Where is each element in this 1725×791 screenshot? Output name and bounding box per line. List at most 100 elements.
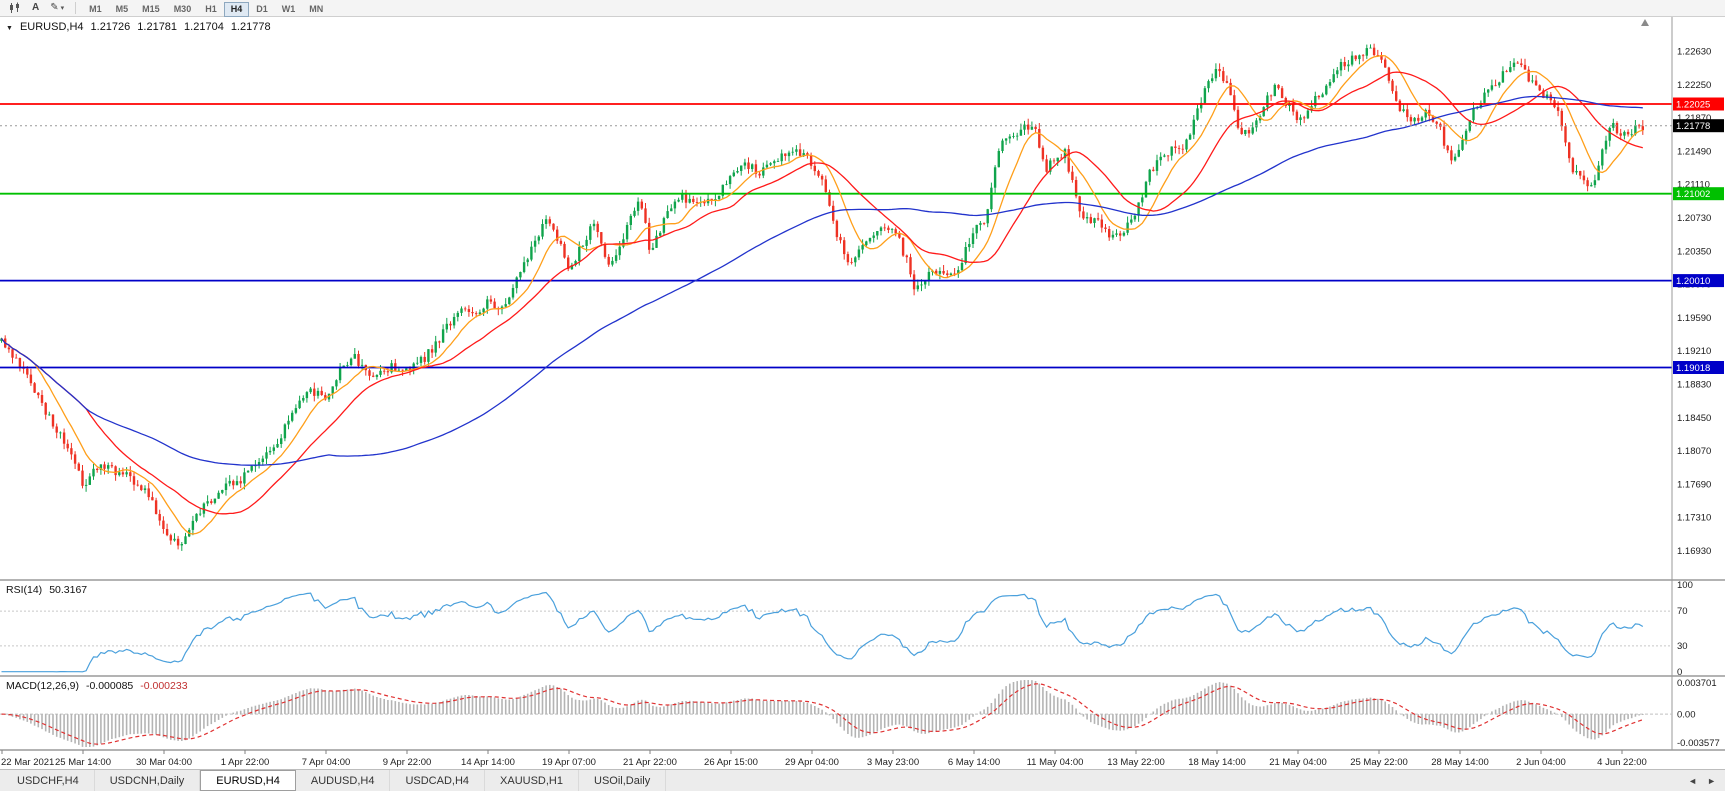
ohlc-low: 1.21704 xyxy=(184,21,224,33)
ma-line-24 xyxy=(0,71,1643,515)
timeframe-button-m15[interactable]: M15 xyxy=(135,2,167,17)
macd-signal-line xyxy=(1,683,1643,745)
time-axis-label: 21 Apr 22:00 xyxy=(623,757,677,768)
chart-tab-eurusd[interactable]: EURUSD,H4 xyxy=(200,770,296,791)
tab-scroll-right-button[interactable]: ► xyxy=(1707,775,1716,786)
price-scale-label: 1.19590 xyxy=(1677,313,1711,324)
time-axis-label: 29 Apr 04:00 xyxy=(785,757,839,768)
chart-area[interactable]: 1.22630 1.22250 1.21870 1.21490 1.21110 1.207… xyxy=(0,17,1725,769)
price-scale-label: 1.16930 xyxy=(1677,546,1711,557)
timeframe-button-d1[interactable]: D1 xyxy=(249,2,275,17)
cursor-a-icon: A xyxy=(32,2,40,13)
ohlc-high: 1.21781 xyxy=(137,21,178,33)
pencil-icon: ✎ xyxy=(50,2,59,13)
chart-tab-audusd[interactable]: AUDUSD,H4 xyxy=(296,770,391,791)
ma-line-90 xyxy=(0,95,1643,466)
price-scale-label: 1.20350 xyxy=(1677,246,1711,257)
price-scale-label: 1.21870 xyxy=(1677,113,1711,124)
timeframe-button-m30[interactable]: M30 xyxy=(167,2,199,17)
svg-text:1.21778: 1.21778 xyxy=(1676,121,1710,132)
rsi-scale-label: 100 xyxy=(1677,580,1693,591)
cursor-tool-button[interactable]: A xyxy=(27,1,44,16)
time-axis-label: 3 May 23:00 xyxy=(867,757,919,768)
candlestick-chart-icon xyxy=(10,2,19,13)
chart-shift-marker[interactable] xyxy=(1641,19,1649,26)
chart-tab-xauusd[interactable]: XAUUSD,H1 xyxy=(485,770,579,791)
time-axis-label: 2 Jun 04:00 xyxy=(1516,757,1566,768)
time-axis-label: 28 May 14:00 xyxy=(1431,757,1489,768)
price-scale-label: 1.17690 xyxy=(1677,479,1711,490)
toolbar-separator xyxy=(75,2,77,14)
timeframe-button-m1[interactable]: M1 xyxy=(82,2,109,17)
time-axis-label: 25 Mar 14:00 xyxy=(55,757,111,768)
price-scale-label: 1.21110 xyxy=(1677,180,1710,191)
draw-tool-button[interactable]: ✎ ▾ xyxy=(45,1,69,16)
time-axis-label: 30 Mar 04:00 xyxy=(136,757,192,768)
price-scale[interactable]: 1.22630 1.22250 1.21870 1.21490 1.21110 1.207… xyxy=(1677,47,1711,558)
price-scale-label: 1.19210 xyxy=(1677,346,1711,357)
chart-type-button[interactable] xyxy=(3,1,26,16)
ohlc-open: 1.21726 xyxy=(90,21,131,33)
chart-tab-usdcnh[interactable]: USDCNH,Daily xyxy=(95,770,201,791)
dropdown-caret-icon: ▾ xyxy=(60,4,65,12)
price-badge-1.22025[interactable]: 1.22025 xyxy=(1673,97,1724,111)
timeframe-group: M1 M5 M15 M30 H1 H4 D1 W1 MN xyxy=(82,0,330,17)
macd-name: MACD(12,26,9) xyxy=(6,680,79,692)
macd-scale-label: 0.00 xyxy=(1677,710,1696,721)
price-scale-label: 1.18070 xyxy=(1677,446,1711,457)
time-axis-label: 25 May 22:00 xyxy=(1350,757,1408,768)
candlestick-series xyxy=(0,43,1644,551)
time-axis-label: 6 May 14:00 xyxy=(948,757,1000,768)
timeframe-button-w1[interactable]: W1 xyxy=(275,2,303,17)
time-scale[interactable]: 22 Mar 2021 25 Mar 14:00 30 Mar 04:00 1 Apr… xyxy=(1,750,1647,768)
rsi-line xyxy=(1,591,1644,673)
price-scale-label: 1.21490 xyxy=(1677,146,1711,157)
timeframe-button-h4[interactable]: H4 xyxy=(223,2,250,17)
time-axis-label: 4 Jun 22:00 xyxy=(1597,757,1647,768)
rsi-panel: 100 70 30 0 xyxy=(0,580,1693,678)
price-badge-1.21778[interactable]: 1.21778 xyxy=(1673,119,1724,133)
chart-tab-usoil[interactable]: USOil,Daily xyxy=(579,770,667,791)
ohlc-header: ▼ EURUSD,H4 1.21726 1.21781 1.21704 1.21… xyxy=(6,21,271,33)
macd-histogram xyxy=(4,680,1644,747)
svg-text:1.20010: 1.20010 xyxy=(1676,276,1710,287)
svg-text:1.22025: 1.22025 xyxy=(1676,100,1710,111)
symbol-dropdown-icon[interactable]: ▼ xyxy=(6,25,13,32)
time-axis-label: 14 Apr 14:00 xyxy=(461,757,515,768)
price-scale-label: 1.22250 xyxy=(1677,80,1711,91)
price-scale-label: 1.22630 xyxy=(1677,47,1711,58)
macd-scale-label: -0.003577 xyxy=(1677,738,1720,749)
macd-panel: 0.003701 0.00 -0.003577 xyxy=(0,678,1720,749)
price-scale-label: 1.18450 xyxy=(1677,413,1711,424)
macd-value-main: -0.000085 xyxy=(85,680,134,692)
time-axis-label: 26 Apr 15:00 xyxy=(704,757,758,768)
time-axis-label: 19 Apr 07:00 xyxy=(542,757,596,768)
price-scale-label: 1.18830 xyxy=(1677,380,1711,391)
rsi-value: 50.3167 xyxy=(49,584,88,596)
chart-tab-strip: USDCHF,H4 USDCNH,Daily EURUSD,H4 AUDUSD,H4 U… xyxy=(2,770,667,791)
macd-scale-label: 0.003701 xyxy=(1677,678,1717,689)
rsi-scale-label: 70 xyxy=(1677,606,1688,617)
tab-scroll-left-button[interactable]: ◄ xyxy=(1688,775,1698,786)
time-axis-label: 22 Mar 2021 xyxy=(1,757,54,768)
timeframe-button-h1[interactable]: H1 xyxy=(198,2,224,17)
time-axis-label: 9 Apr 22:00 xyxy=(383,757,432,768)
time-axis-label: 21 May 04:00 xyxy=(1269,757,1327,768)
chart-tab-usdcad[interactable]: USDCAD,H4 xyxy=(390,770,486,791)
horizontal-lines xyxy=(0,103,1672,369)
time-axis-label: 13 May 22:00 xyxy=(1107,757,1165,768)
ohlc-close: 1.21778 xyxy=(230,21,271,33)
toolbar: A ✎ ▾ M1 M5 M15 M30 H1 H4 D1 W1 MN xyxy=(0,0,1725,17)
rsi-name: RSI(14) xyxy=(6,584,43,596)
price-badge-1.19018[interactable]: 1.19018 xyxy=(1673,361,1724,374)
timeframe-button-m5[interactable]: M5 xyxy=(109,2,136,17)
tab-scroll-controls: ◄ ► xyxy=(1685,770,1725,791)
macd-value-signal: -0.000233 xyxy=(140,680,188,692)
rsi-scale-label: 30 xyxy=(1677,641,1688,652)
price-badge-1.20010[interactable]: 1.20010 xyxy=(1673,274,1724,288)
price-badge-1.21002[interactable]: 1.21002 xyxy=(1673,187,1724,201)
chart-tab-usdchf[interactable]: USDCHF,H4 xyxy=(2,770,95,791)
timeframe-button-mn[interactable]: MN xyxy=(302,2,330,17)
time-axis-label: 18 May 14:00 xyxy=(1188,757,1246,768)
time-axis-label: 1 Apr 22:00 xyxy=(221,757,270,768)
